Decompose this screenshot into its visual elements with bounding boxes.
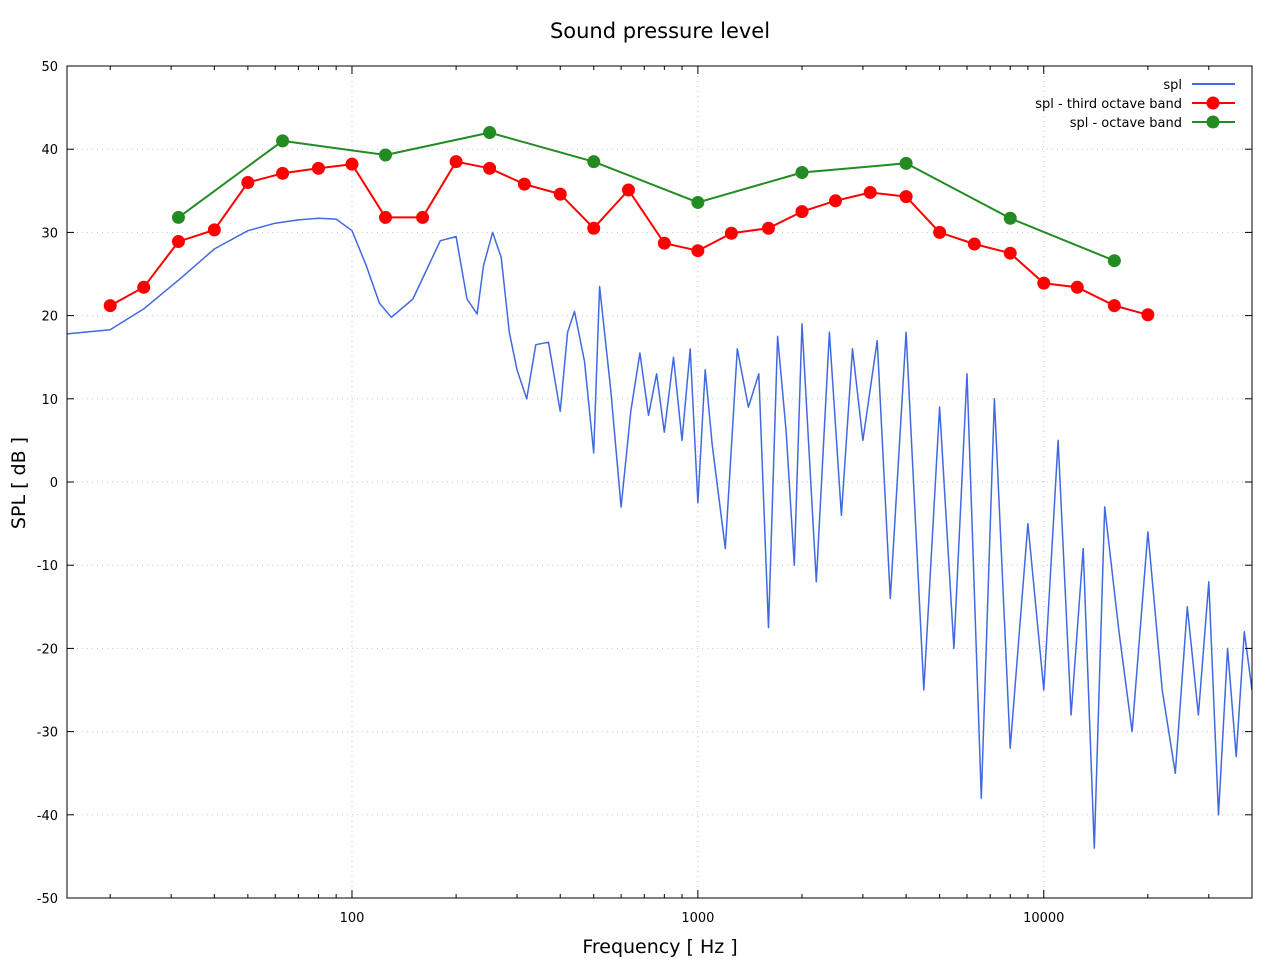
x-axis-title: Frequency [ Hz ]	[582, 936, 737, 958]
data-point-spl-third-octave-band	[1003, 246, 1017, 260]
data-point-spl-octave-band	[795, 165, 809, 179]
data-point-spl-third-octave-band	[621, 183, 635, 197]
legend-label: spl - octave band	[1070, 116, 1182, 131]
chart-title: Sound pressure level	[550, 19, 770, 43]
data-point-spl-third-octave-band	[449, 155, 463, 169]
data-point-spl-octave-band	[483, 126, 497, 140]
legend-item-spl-octave-band: spl - octave band	[1070, 115, 1235, 131]
series-spl-third-octave-band	[103, 155, 1155, 322]
data-point-spl-third-octave-band	[276, 166, 290, 180]
data-point-spl-third-octave-band	[724, 226, 738, 240]
plot-series	[66, 126, 1253, 849]
data-point-spl-third-octave-band	[829, 194, 843, 208]
data-point-spl-third-octave-band	[1070, 280, 1084, 294]
data-point-spl-third-octave-band	[378, 210, 392, 224]
data-point-spl-octave-band	[587, 155, 601, 169]
data-point-spl-third-octave-band	[103, 299, 117, 313]
data-point-spl-third-octave-band	[345, 157, 359, 171]
data-point-spl-third-octave-band	[171, 235, 185, 249]
data-point-spl-third-octave-band	[863, 185, 877, 199]
data-point-spl-third-octave-band	[795, 205, 809, 219]
data-point-spl-octave-band	[276, 134, 290, 148]
data-point-spl-octave-band	[171, 210, 185, 224]
y-tick-label: -10	[37, 559, 58, 574]
legend-swatch-marker	[1206, 115, 1220, 129]
data-point-spl-octave-band	[1107, 254, 1121, 268]
y-tick-label: 40	[41, 143, 58, 158]
data-point-spl-octave-band	[378, 148, 392, 162]
legend-swatch-marker	[1206, 96, 1220, 110]
series-spl-octave-band	[171, 126, 1121, 268]
data-point-spl-octave-band	[1003, 211, 1017, 225]
y-tick-label: 50	[41, 60, 58, 75]
data-point-spl-third-octave-band	[241, 175, 255, 189]
y-tick-label: 0	[50, 476, 58, 491]
series-line-spl-octave-band	[177, 131, 1115, 262]
grid	[67, 66, 1252, 898]
data-point-spl-third-octave-band	[933, 225, 947, 239]
legend-label: spl - third octave band	[1035, 97, 1182, 112]
series-line-spl	[66, 217, 1253, 849]
data-point-spl-third-octave-band	[899, 190, 913, 204]
y-tick-label: -40	[37, 809, 58, 824]
x-tick-label: 100	[340, 911, 365, 926]
y-tick-label: -50	[37, 892, 58, 907]
data-point-spl-third-octave-band	[553, 187, 567, 201]
y-axis-title: SPL [ dB ]	[8, 437, 30, 529]
data-point-spl-third-octave-band	[207, 223, 221, 237]
data-point-spl-octave-band	[899, 156, 913, 170]
data-point-spl-third-octave-band	[1107, 299, 1121, 313]
data-point-spl-third-octave-band	[517, 177, 531, 191]
data-point-spl-octave-band	[691, 195, 705, 209]
x-tick-label: 10000	[1023, 911, 1064, 926]
y-tick-label: 30	[41, 226, 58, 241]
legend-label: spl	[1163, 78, 1182, 93]
data-point-spl-third-octave-band	[761, 221, 775, 235]
data-point-spl-third-octave-band	[137, 280, 151, 294]
data-point-spl-third-octave-band	[587, 221, 601, 235]
y-tick-label: 20	[41, 310, 58, 325]
data-point-spl-third-octave-band	[691, 244, 705, 258]
x-tick-label: 1000	[681, 911, 714, 926]
data-point-spl-third-octave-band	[416, 210, 430, 224]
data-point-spl-third-octave-band	[657, 236, 671, 250]
data-point-spl-third-octave-band	[967, 237, 981, 251]
series-spl	[66, 217, 1253, 849]
y-tick-label: 10	[41, 393, 58, 408]
legend-item-spl: spl	[1163, 78, 1235, 93]
data-point-spl-third-octave-band	[1141, 308, 1155, 322]
legend-item-spl-third-octave-band: spl - third octave band	[1035, 96, 1235, 112]
legend: spl spl - third octave band spl - octave b…	[1035, 78, 1235, 131]
data-point-spl-third-octave-band	[1037, 276, 1051, 290]
y-tick-label: -30	[37, 726, 58, 741]
data-point-spl-third-octave-band	[311, 161, 325, 175]
data-point-spl-third-octave-band	[483, 161, 497, 175]
y-tick-label: -20	[37, 642, 58, 657]
